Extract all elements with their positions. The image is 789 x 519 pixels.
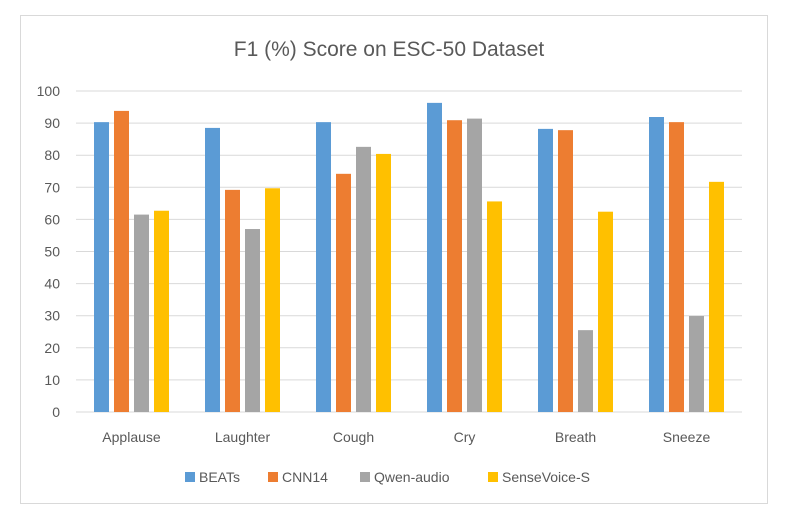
legend-swatch [268,472,278,482]
y-tick-label: 0 [52,404,60,420]
y-tick-label: 20 [44,340,60,356]
bar-qwen-audio-sneeze [689,316,704,412]
x-tick-label: Breath [555,429,596,445]
legend-label: BEATs [199,469,240,485]
y-tick-label: 80 [44,147,60,163]
bar-cnn14-cry [447,120,462,412]
gridlines [76,90,742,413]
bar-qwen-audio-laughter [245,229,260,412]
bar-qwen-audio-cry [467,118,482,412]
y-tick-label: 100 [37,83,61,99]
bar-cnn14-breath [558,130,573,413]
bar-beats-cough [316,122,331,413]
y-axis-ticks: 0 10 20 30 40 50 60 70 80 90 100 [37,83,61,420]
legend-label: Qwen-audio [374,469,450,485]
x-tick-label: Applause [102,429,161,445]
bar-beats-laughter [205,127,220,412]
legend-swatch [185,472,195,482]
legend-label: CNN14 [282,469,328,485]
x-tick-label: Cough [333,429,374,445]
y-tick-label: 90 [44,115,60,131]
bar-sensevoice-s-cry [487,201,502,412]
chart-title: F1 (%) Score on ESC-50 Dataset [234,38,545,61]
x-tick-label: Sneeze [663,429,711,445]
y-tick-label: 50 [44,244,60,260]
bar-beats-cry [427,102,442,412]
bar-cnn14-applause [114,110,129,412]
bar-qwen-audio-breath [578,330,593,412]
y-tick-label: 40 [44,276,60,292]
bar-qwen-audio-cough [356,146,371,412]
x-axis-ticks: Applause Laughter Cough Cry Breath Sneeze [102,429,710,445]
bar-sensevoice-s-breath [598,211,613,412]
y-tick-label: 70 [44,179,60,195]
x-tick-label: Cry [454,429,476,445]
legend-swatch [488,472,498,482]
legend-swatch [360,472,370,482]
x-tick-label: Laughter [215,429,271,445]
bar-qwen-audio-applause [134,214,149,412]
bar-cnn14-cough [336,173,351,412]
bar-cnn14-sneeze [669,122,684,413]
bar-sensevoice-s-laughter [265,188,280,412]
legend: BEATs CNN14 Qwen-audio SenseVoice-S [185,469,590,485]
bar-beats-breath [538,128,553,413]
y-tick-label: 60 [44,211,60,227]
legend-label: SenseVoice-S [502,469,590,485]
bars [94,102,724,413]
bar-sensevoice-s-applause [154,210,169,412]
bar-cnn14-laughter [225,189,240,412]
bar-sensevoice-s-sneeze [709,181,724,412]
y-tick-label: 10 [44,372,60,388]
bar-beats-applause [94,122,109,413]
bar-beats-sneeze [649,117,664,412]
bar-sensevoice-s-cough [376,153,391,412]
y-tick-label: 30 [44,308,60,324]
